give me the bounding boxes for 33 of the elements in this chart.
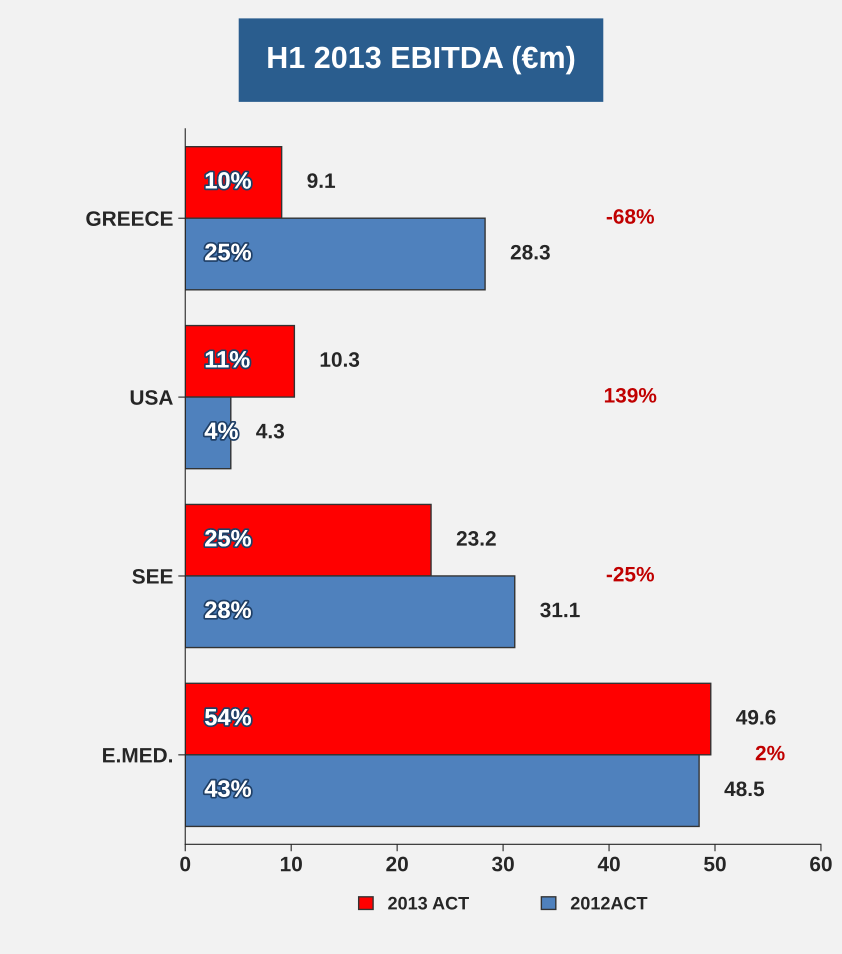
annotation: 43% — [204, 780, 251, 797]
x-tick-label: 20 — [386, 856, 408, 872]
y-tick-label: E.MED. — [103, 748, 172, 762]
x-tick-label: 50 — [704, 856, 726, 872]
y-tick-label: SEE — [132, 568, 173, 584]
annotation: 25% — [205, 244, 251, 260]
data-label: 31.1 — [540, 602, 580, 618]
annotation: 28% — [205, 601, 251, 618]
annotation: 54% — [205, 708, 251, 726]
annotation: 2% — [756, 746, 785, 760]
x-tick-label: 10 — [280, 856, 302, 872]
annotation: 25% — [205, 530, 251, 547]
data-label: 9.1 — [307, 173, 336, 188]
legend-label: 2013 ACT — [388, 896, 469, 910]
y-tick-label: GREECE — [86, 211, 173, 226]
annotation: 139% — [604, 388, 656, 403]
data-label: 49.6 — [736, 710, 776, 725]
chart-title: H1 2013 EBITDA (€m) — [268, 46, 574, 74]
legend-label: 2012ACT — [570, 896, 648, 910]
data-label: 28.3 — [510, 244, 550, 260]
annotation: 11% — [206, 351, 250, 368]
x-tick-label: 40 — [598, 856, 620, 872]
data-label: 4.3 — [256, 424, 284, 438]
data-label: 48.5 — [724, 781, 764, 796]
x-tick-label: 60 — [810, 856, 832, 872]
annotation: 10% — [206, 172, 251, 189]
annotation: -25% — [606, 566, 654, 582]
data-label: 23.2 — [456, 531, 496, 546]
x-tick-label: 0 — [180, 856, 190, 872]
annotation: -68% — [606, 209, 654, 224]
data-label: 10.3 — [320, 352, 360, 367]
x-tick-label: 30 — [492, 856, 514, 872]
y-tick-label: USA — [130, 390, 173, 405]
